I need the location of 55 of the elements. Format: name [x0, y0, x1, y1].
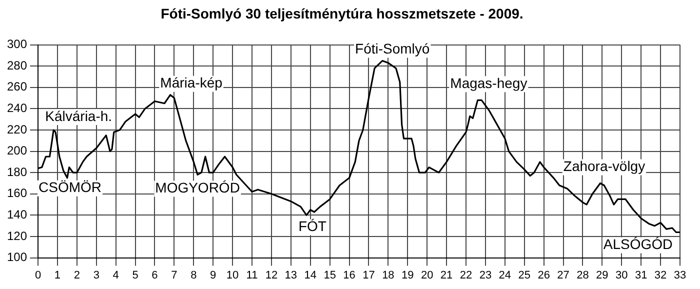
y-tick-label: 100 — [6, 250, 28, 264]
x-tick-label: 24 — [498, 269, 512, 282]
x-tick-label: 0 — [34, 269, 42, 282]
y-tick-label: 300 — [6, 37, 28, 52]
x-tick-label: 3 — [93, 269, 100, 282]
x-tick-label: 13 — [284, 269, 298, 282]
y-tick-label: 180 — [6, 164, 28, 179]
x-tick-label: 19 — [402, 269, 414, 282]
x-tick-label: 7 — [171, 269, 178, 282]
annotation: Mária-kép — [160, 74, 223, 91]
x-tick-label: 33 — [674, 269, 686, 282]
y-tick-label: 140 — [6, 208, 28, 222]
x-tick-label: 12 — [265, 269, 278, 282]
chart-title: Fóti-Somlyó 30 teljesítménytúra hosszmetszete - 2009. — [160, 5, 524, 22]
x-tick-label: 6 — [152, 269, 158, 282]
annotation: CSÖMÖR — [38, 179, 102, 196]
x-tick-label: 14 — [304, 269, 316, 282]
annotation: Fóti-Somlyó — [355, 40, 430, 57]
y-tick-label: 160 — [6, 186, 28, 200]
x-tick-label: 22 — [460, 269, 472, 282]
y-tick-label: 120 — [6, 228, 28, 243]
x-tick-label: 23 — [479, 269, 492, 282]
y-tick-label: 240 — [6, 101, 28, 116]
x-tick-label: 26 — [538, 269, 550, 282]
x-tick-label: 29 — [596, 269, 608, 282]
x-tick-label: 5 — [132, 269, 138, 282]
annotation: Kálvária-h. — [45, 108, 112, 124]
x-tick-label: 15 — [324, 269, 336, 282]
x-tick-label: 25 — [518, 269, 530, 282]
annotation: ALSÓGÓD — [603, 236, 673, 252]
x-tick-label: 8 — [190, 269, 197, 282]
x-tick-label: 16 — [343, 269, 356, 282]
y-tick-label: 280 — [6, 58, 28, 72]
x-tick-label: 20 — [420, 269, 434, 282]
x-tick-label: 31 — [634, 269, 648, 282]
x-tick-label: 27 — [557, 269, 570, 282]
y-tick-label: 260 — [6, 80, 28, 94]
x-tick-label: 11 — [246, 269, 258, 282]
y-tick-label: 220 — [6, 122, 28, 136]
x-tick-label: 2 — [74, 269, 80, 282]
x-tick-label: 28 — [576, 269, 589, 282]
annotation: Magas-hegy — [450, 75, 528, 92]
y-tick-label: 200 — [6, 144, 28, 158]
x-tick-label: 21 — [440, 269, 453, 282]
annotation: Zahora-völgy — [563, 158, 646, 174]
x-tick-label: 32 — [654, 269, 667, 282]
x-tick-label: 10 — [226, 269, 239, 282]
x-tick-label: 1 — [54, 269, 61, 282]
annotation: MOGYORÓD — [155, 180, 240, 196]
annotation: FÓT — [298, 218, 327, 234]
x-tick-label: 30 — [616, 269, 628, 282]
x-tick-label: 18 — [382, 269, 394, 282]
x-tick-label: 9 — [210, 269, 216, 282]
x-tick-label: 4 — [112, 269, 119, 282]
x-tick-label: 17 — [362, 269, 375, 282]
